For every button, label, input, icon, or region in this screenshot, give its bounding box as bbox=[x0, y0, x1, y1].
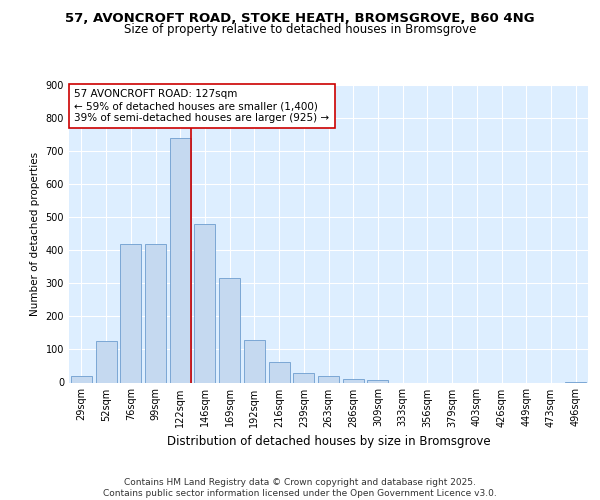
Bar bbox=[367, 380, 388, 382]
Bar bbox=[71, 376, 92, 382]
Bar bbox=[145, 244, 166, 382]
Y-axis label: Number of detached properties: Number of detached properties bbox=[30, 152, 40, 316]
Bar bbox=[120, 244, 141, 382]
Bar bbox=[343, 379, 364, 382]
Bar bbox=[219, 278, 240, 382]
Text: Size of property relative to detached houses in Bromsgrove: Size of property relative to detached ho… bbox=[124, 24, 476, 36]
Text: Contains HM Land Registry data © Crown copyright and database right 2025.
Contai: Contains HM Land Registry data © Crown c… bbox=[103, 478, 497, 498]
Bar bbox=[170, 138, 191, 382]
Bar bbox=[293, 372, 314, 382]
Text: 57 AVONCROFT ROAD: 127sqm
← 59% of detached houses are smaller (1,400)
39% of se: 57 AVONCROFT ROAD: 127sqm ← 59% of detac… bbox=[74, 90, 329, 122]
Bar bbox=[194, 224, 215, 382]
Text: 57, AVONCROFT ROAD, STOKE HEATH, BROMSGROVE, B60 4NG: 57, AVONCROFT ROAD, STOKE HEATH, BROMSGR… bbox=[65, 12, 535, 26]
X-axis label: Distribution of detached houses by size in Bromsgrove: Distribution of detached houses by size … bbox=[167, 435, 490, 448]
Bar bbox=[244, 340, 265, 382]
Bar bbox=[318, 376, 339, 382]
Bar bbox=[269, 362, 290, 382]
Bar bbox=[95, 341, 116, 382]
